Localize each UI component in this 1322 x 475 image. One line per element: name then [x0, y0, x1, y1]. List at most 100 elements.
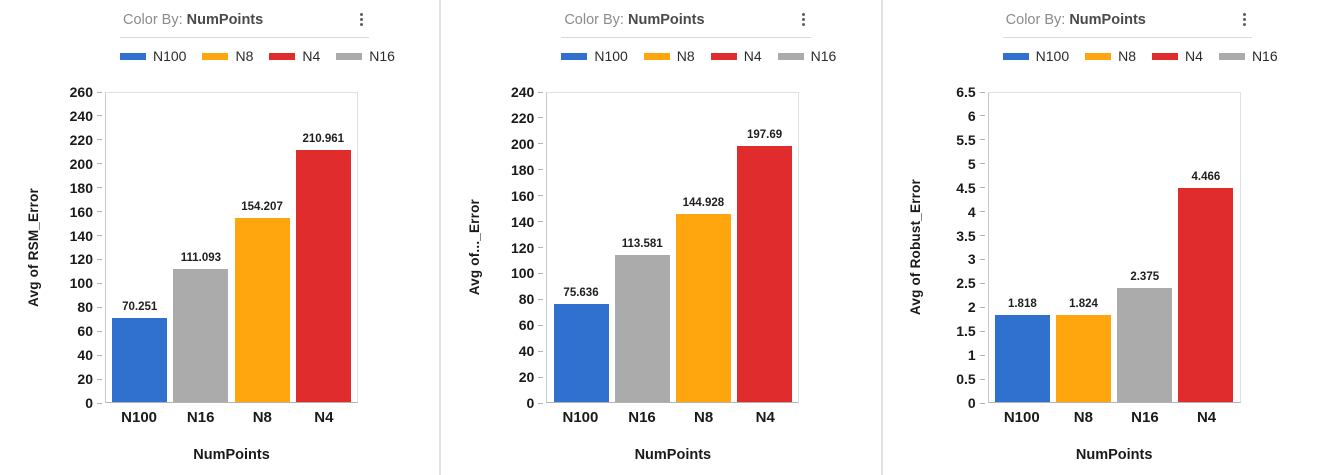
legend-swatch-icon	[1218, 52, 1245, 60]
bar-value-label: 111.093	[180, 252, 222, 265]
y-tick: 220	[511, 111, 544, 125]
bar-N100[interactable]: 1.818	[994, 93, 1050, 402]
y-tick: 260	[70, 85, 102, 99]
bar-N16[interactable]: 2.375	[1117, 93, 1173, 402]
y-tick: 80	[519, 292, 544, 306]
legend-swatch-icon	[561, 52, 588, 60]
bar-N4[interactable]: 197.69	[737, 93, 793, 402]
legend-label: N100	[1035, 48, 1070, 64]
legend: N100 N8 N4 N16	[1002, 48, 1282, 64]
y-tick: 3	[968, 252, 985, 266]
bar-N100[interactable]: 70.251	[112, 93, 168, 402]
bar-value-label: 113.581	[621, 237, 663, 250]
y-axis-ticks: 0 20 40 60 80 100 120 140 160 180 200 220 240	[491, 85, 544, 410]
color-by-value: NumPoints	[1069, 11, 1146, 28]
y-tick: 0	[968, 396, 985, 410]
bar-N16[interactable]: 111.093	[173, 93, 229, 402]
legend-item-N8[interactable]: N8	[643, 48, 695, 64]
legend-item-N8[interactable]: N8	[1085, 48, 1136, 64]
legend-label: N4	[743, 48, 762, 64]
chart-panel-rsm-error: Color By: NumPoints N100 N8 N4 N16 Avg of R…	[0, 0, 439, 475]
legend: N100 N8 N4 N16	[561, 48, 840, 64]
bar-value-label: 197.69	[746, 128, 783, 141]
x-category-label-N16: N16	[628, 409, 656, 426]
x-category-label-N100: N100	[562, 409, 599, 426]
legend-item-N100[interactable]: N100	[120, 48, 186, 64]
y-tick: 0	[527, 396, 544, 410]
y-tick: 4.5	[956, 181, 985, 195]
y-tick: 6	[968, 109, 985, 123]
legend-label: N4	[1185, 48, 1203, 64]
legend-item-N4[interactable]: N4	[269, 48, 320, 64]
y-tick: 20	[77, 372, 102, 386]
legend-item-N4[interactable]: N4	[1152, 48, 1203, 64]
legend-label: N100	[594, 48, 628, 64]
legend-item-N4[interactable]: N4	[710, 48, 762, 64]
bar-N100[interactable]: 75.636	[553, 93, 609, 402]
legend-label: N8	[1118, 48, 1137, 64]
x-category-label-N100: N100	[1003, 409, 1040, 426]
y-tick: 240	[70, 109, 102, 123]
bar-N4[interactable]: 4.466	[1178, 93, 1234, 402]
x-category-label-N8: N8	[694, 409, 714, 426]
x-axis-labels: N100 N16 N8 N4	[546, 403, 799, 426]
y-tick: 140	[511, 215, 544, 229]
bar-value-label: 144.928	[682, 197, 725, 210]
legend-item-N16[interactable]: N16	[336, 48, 395, 64]
y-tick: 200	[70, 157, 102, 171]
kebab-menu-icon[interactable]	[796, 10, 811, 29]
y-tick: 140	[70, 229, 102, 243]
legend-label: N8	[676, 48, 695, 64]
chart-panel-error: Color By: NumPoints N100 N8 N4 N16 Avg of..…	[439, 0, 880, 475]
legend-swatch-icon	[336, 52, 363, 60]
x-category-label-N4: N4	[314, 409, 334, 426]
bar-chart: Avg of Robust_Error 0 0.5 1 1.5 2 2.5 3 3.5 4 4.5…	[899, 85, 1322, 463]
kebab-menu-icon[interactable]	[354, 10, 369, 29]
legend-item-N100[interactable]: N100	[561, 48, 628, 64]
x-axis-title: NumPoints	[1075, 447, 1153, 463]
legend-swatch-icon	[710, 52, 737, 60]
legend-label: N16	[1251, 48, 1278, 64]
y-tick: 0	[85, 396, 102, 410]
bar-N8[interactable]: 1.824	[1056, 93, 1112, 402]
bar-value-label: 1.824	[1069, 297, 1098, 310]
kebab-menu-icon[interactable]	[1237, 10, 1252, 29]
y-tick: 160	[511, 189, 544, 203]
x-axis-title: NumPoints	[634, 447, 712, 463]
x-category-label-N100: N100	[121, 409, 158, 426]
bar-value-label: 2.375	[1130, 271, 1160, 284]
legend-label: N4	[302, 48, 321, 64]
legend-item-N100[interactable]: N100	[1002, 48, 1070, 64]
y-tick: 5	[968, 157, 985, 171]
bar-N8[interactable]: 154.207	[234, 93, 290, 402]
legend-swatch-icon	[643, 52, 670, 60]
legend-item-N16[interactable]: N16	[1218, 48, 1278, 64]
y-tick: 200	[511, 137, 544, 151]
y-tick: 100	[511, 266, 544, 280]
legend-item-N8[interactable]: N8	[202, 48, 253, 64]
x-axis-title: NumPoints	[193, 447, 270, 463]
color-by-value: NumPoints	[628, 11, 705, 28]
bar-value-label: 1.818	[1007, 298, 1037, 311]
x-category-label-N8: N8	[252, 409, 272, 426]
y-tick: 60	[77, 324, 102, 338]
bar-N16[interactable]: 113.581	[614, 93, 670, 402]
legend-label: N16	[369, 48, 395, 64]
color-by-value: NumPoints	[186, 11, 264, 28]
bar-N4[interactable]: 210.961	[295, 93, 351, 402]
x-category-label-N16: N16	[1131, 409, 1159, 426]
y-tick: 220	[70, 133, 102, 147]
x-axis-labels: N100 N16 N8 N4	[105, 403, 358, 426]
y-tick: 60	[519, 318, 544, 332]
bar-value-label: 4.466	[1191, 171, 1221, 184]
bar-N8[interactable]: 144.928	[675, 93, 731, 402]
plot-area: 75.636 113.581 144.928 197.69	[546, 92, 800, 403]
y-axis-title: Avg of..._Error	[466, 199, 482, 296]
y-tick: 160	[70, 205, 102, 219]
y-tick: 2	[968, 300, 985, 314]
legend: N100 N8 N4 N16	[120, 48, 399, 64]
y-tick: 0.5	[956, 372, 985, 386]
legend-item-N16[interactable]: N16	[777, 48, 836, 64]
x-category-label-N8: N8	[1073, 409, 1093, 426]
